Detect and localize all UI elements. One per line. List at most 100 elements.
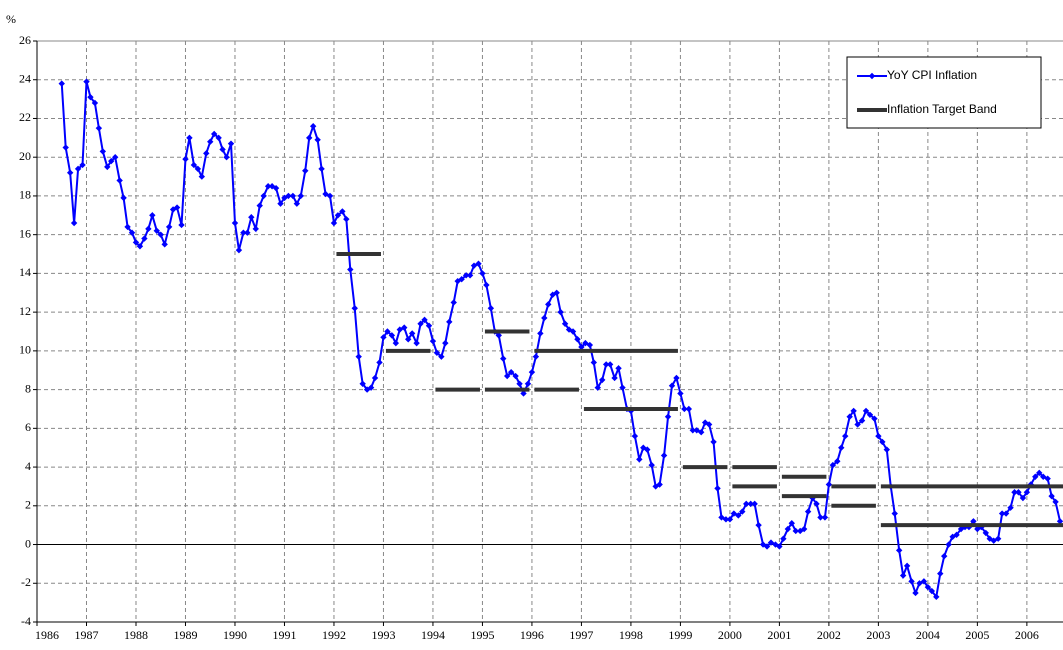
cpi-marker <box>355 353 362 360</box>
cpi-marker <box>99 148 107 155</box>
cpi-marker <box>829 461 837 469</box>
cpi-marker <box>157 231 164 238</box>
y-tick-label: 26 <box>19 33 31 47</box>
y-tick-label: 4 <box>25 459 31 473</box>
x-tick-label: 2002 <box>817 628 841 642</box>
y-tick-label: -4 <box>21 614 31 628</box>
cpi-marker <box>565 326 573 333</box>
y-tick-label: 22 <box>19 110 31 124</box>
cpi-marker <box>260 192 267 200</box>
cpi-marker <box>483 281 490 289</box>
legend-box <box>846 56 1042 129</box>
cpi-marker <box>804 508 812 515</box>
cpi-marker <box>466 272 474 279</box>
cpi-marker <box>606 361 614 368</box>
cpi-marker <box>293 200 301 207</box>
cpi-marker <box>347 266 354 273</box>
cpi-marker <box>1056 518 1063 525</box>
cpi-marker <box>429 337 437 345</box>
cpi-marker <box>219 146 226 153</box>
x-tick-label: 1986 <box>35 628 59 642</box>
cpi-marker <box>231 219 239 227</box>
cpi-marker <box>982 529 989 537</box>
cpi-marker <box>557 308 564 316</box>
x-tick-label: 1995 <box>470 628 494 642</box>
cpi-marker <box>351 305 358 312</box>
cpi-marker <box>272 184 280 192</box>
cpi-marker <box>722 516 730 523</box>
cpi-marker <box>413 339 420 347</box>
cpi-marker <box>207 138 214 145</box>
cpi-marker <box>161 241 168 248</box>
cpi-marker <box>656 481 663 488</box>
cpi-marker <box>62 144 69 151</box>
cpi-marker <box>747 500 754 508</box>
cpi-marker <box>91 99 99 107</box>
cpi-marker <box>124 223 131 231</box>
cpi-marker <box>417 320 424 327</box>
cpi-marker <box>268 183 276 190</box>
cpi-marker <box>602 361 610 368</box>
cpi-marker <box>306 134 313 142</box>
cpi-marker <box>458 276 465 283</box>
cpi-marker <box>689 427 696 434</box>
cpi-marker <box>924 583 932 591</box>
cpi-marker <box>145 225 152 233</box>
cpi-marker <box>376 359 383 366</box>
cpi-marker <box>994 535 1002 542</box>
cpi-marker <box>438 353 445 360</box>
cpi-marker <box>838 444 845 451</box>
cpi-marker <box>503 372 511 380</box>
x-tick-label: 1998 <box>619 628 643 642</box>
cpi-marker <box>264 183 272 190</box>
cpi-marker <box>578 343 585 351</box>
cpi-marker <box>974 525 981 533</box>
cpi-marker <box>203 150 210 157</box>
y-tick-label: 14 <box>19 265 31 279</box>
cpi-marker <box>479 270 486 277</box>
cpi-marker <box>619 384 626 391</box>
cpi-marker <box>384 328 391 335</box>
cpi-marker <box>735 512 742 519</box>
cpi-marker <box>854 421 861 428</box>
cpi-marker <box>1019 494 1027 502</box>
cpi-marker <box>1015 489 1022 496</box>
cpi-marker <box>302 167 309 174</box>
cpi-marker <box>215 134 222 142</box>
cpi-marker <box>763 543 771 550</box>
cpi-marker <box>116 177 123 184</box>
cpi-marker <box>879 438 886 446</box>
plot <box>58 78 1063 601</box>
cpi-marker <box>371 374 379 382</box>
cpi-marker <box>165 223 173 231</box>
cpi-marker <box>186 134 193 142</box>
cpi-marker <box>405 336 412 343</box>
y-unit: % <box>6 12 16 26</box>
legend-label: YoY CPI Inflation <box>887 68 977 82</box>
cpi-marker <box>640 444 647 451</box>
cpi-marker <box>433 349 441 357</box>
cpi-marker <box>817 514 824 521</box>
cpi-marker <box>718 514 725 521</box>
cpi-marker <box>401 324 408 331</box>
cpi-marker <box>664 413 672 420</box>
cpi-marker <box>104 163 111 171</box>
cpi-marker <box>821 514 829 521</box>
y-tick-label: 16 <box>19 226 31 240</box>
cpi-marker <box>599 376 606 384</box>
x-tick-label: 1993 <box>371 628 395 642</box>
cpi-marker <box>895 547 903 554</box>
cpi-marker <box>693 427 700 434</box>
cpi-marker <box>780 535 787 542</box>
cpi-marker <box>537 330 544 337</box>
y-tick-label: 6 <box>25 420 31 434</box>
cpi-marker <box>928 587 936 595</box>
cpi-marker <box>1044 475 1051 482</box>
y-tick-label: 8 <box>25 381 31 395</box>
cpi-marker <box>970 518 977 525</box>
cpi-marker <box>681 405 688 413</box>
cpi-marker <box>875 432 882 440</box>
cpi-marker <box>1032 473 1039 480</box>
cpi-line <box>60 81 1062 600</box>
